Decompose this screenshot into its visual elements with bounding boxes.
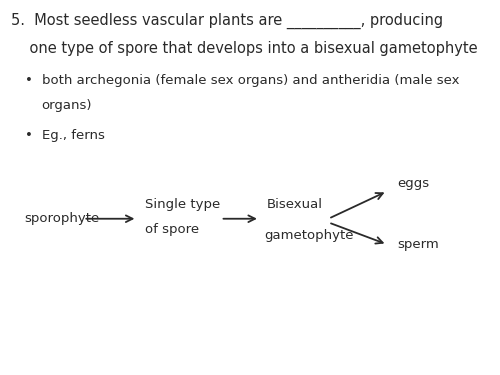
Text: •: • bbox=[24, 74, 32, 87]
Text: one type of spore that develops into a bisexual gametophyte: one type of spore that develops into a b… bbox=[11, 40, 477, 56]
Text: sperm: sperm bbox=[397, 238, 439, 251]
Text: Single type: Single type bbox=[144, 198, 220, 210]
Text: of spore: of spore bbox=[144, 223, 199, 236]
Text: •: • bbox=[24, 129, 32, 142]
Text: eggs: eggs bbox=[397, 177, 429, 190]
Text: gametophyte: gametophyte bbox=[264, 229, 354, 242]
Text: sporophyte: sporophyte bbox=[24, 212, 100, 225]
Text: 5.  Most seedless vascular plants are __________, producing: 5. Most seedless vascular plants are ___… bbox=[11, 13, 443, 29]
Text: both archegonia (female sex organs) and antheridia (male sex: both archegonia (female sex organs) and … bbox=[42, 74, 459, 87]
Text: Eg., ferns: Eg., ferns bbox=[42, 129, 104, 142]
Text: Bisexual: Bisexual bbox=[267, 198, 323, 210]
Text: organs): organs) bbox=[42, 99, 92, 112]
